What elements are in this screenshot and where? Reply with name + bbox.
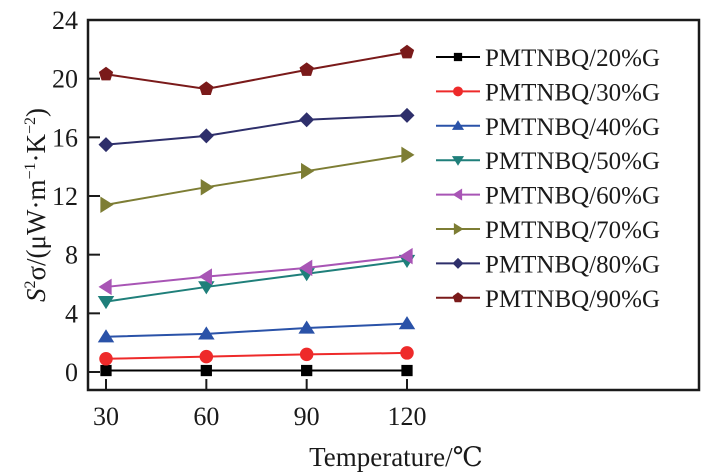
x-tick-label: 60 (193, 402, 219, 431)
data-point (398, 316, 416, 330)
y-axis-title-sup3: −2 (22, 117, 39, 134)
legend-marker (452, 188, 463, 201)
data-point (299, 112, 315, 128)
y-axis-title-end: ) (21, 108, 51, 117)
series-line (105, 153, 408, 206)
y-tick-label: 20 (52, 65, 78, 94)
data-point (199, 81, 214, 96)
data-point (200, 178, 214, 196)
y-axis-title-sigma: σ/(μW·m (21, 180, 51, 281)
legend-item: PMTNBQ/50%G (436, 148, 660, 175)
legend-marker (453, 222, 464, 236)
legend-marker (453, 52, 463, 62)
y-axis-title-sup2: −1 (22, 163, 39, 180)
data-point (100, 196, 114, 214)
legend-item: PMTNBQ/60%G (436, 183, 660, 210)
legend-label: PMTNBQ/40%G (485, 114, 660, 141)
data-point (301, 364, 313, 377)
series-line (105, 51, 408, 90)
y-axis-title: S2σ/(μW·m−1·K−2) (21, 108, 51, 302)
series-pmtnbq-30-g (99, 346, 414, 366)
series-line (105, 322, 408, 338)
y-tick-label: 24 (52, 6, 78, 35)
legend-item: PMTNBQ/90%G (436, 286, 660, 313)
series-pmtnbq-60-g (98, 247, 413, 296)
y-axis-title-sup1: 2 (22, 281, 39, 289)
series-pmtnbq-70-g (100, 146, 415, 214)
legend-marker (451, 156, 465, 166)
legend-label: PMTNBQ/60%G (485, 183, 660, 210)
legend-marker (451, 120, 465, 130)
legend-marker (452, 257, 464, 269)
data-point (301, 162, 315, 180)
data-point (401, 146, 415, 164)
data-point (98, 66, 114, 81)
data-point (199, 349, 214, 364)
data-point (97, 295, 115, 310)
data-point (100, 364, 112, 377)
data-point (97, 329, 115, 343)
legend-item: PMTNBQ/80%G (436, 251, 660, 278)
data-point (98, 137, 114, 153)
data-point (298, 320, 315, 334)
data-point (99, 352, 113, 366)
legend-item: PMTNBQ/20%G (436, 45, 660, 72)
series-pmtnbq-90-g (98, 44, 415, 96)
data-point (98, 278, 112, 296)
legend: PMTNBQ/20%G PMTNBQ/30%G PMTNBQ/40%G PMTNBQ/… (436, 45, 660, 313)
data-point (198, 281, 215, 295)
series-line (105, 255, 408, 288)
y-tick-label: 4 (65, 299, 78, 328)
legend-label: PMTNBQ/80%G (485, 251, 660, 278)
data-point (299, 259, 313, 277)
legend-label: PMTNBQ/20%G (485, 45, 660, 72)
series-pmtnbq-40-g (97, 316, 416, 343)
y-tick-label: 16 (52, 123, 78, 152)
series-pmtnbq-20-g (100, 364, 413, 377)
series-line (105, 259, 408, 303)
data-point (401, 364, 413, 377)
y-tick-label: 0 (65, 358, 78, 387)
data-point (399, 44, 415, 59)
data-point (299, 62, 314, 76)
plot-frame (86, 18, 701, 392)
series-line (105, 114, 408, 146)
series-pmtnbq-80-g (98, 107, 415, 153)
x-axis-title: Temperature/℃ (309, 442, 483, 472)
legend-item: PMTNBQ/40%G (436, 114, 660, 141)
y-tick-label: 12 (52, 182, 78, 211)
legend-marker (452, 292, 464, 303)
y-axis-title-mid: ·K (21, 134, 51, 163)
x-tick-label: 90 (294, 402, 320, 431)
y-axis-title-s: S (21, 288, 51, 302)
y-axis: 0 4 8 12 16 20 24 (52, 6, 100, 387)
series-layer (97, 44, 416, 377)
data-point (198, 268, 212, 285)
x-tick-label: 30 (93, 402, 119, 431)
legend-label: PMTNBQ/30%G (485, 79, 660, 106)
data-point (400, 346, 414, 360)
data-point (198, 128, 214, 144)
data-point (200, 364, 212, 377)
data-point (198, 326, 215, 340)
y-tick-label: 8 (65, 241, 78, 270)
legend-item: PMTNBQ/70%G (436, 217, 660, 244)
x-tick-label: 120 (388, 402, 427, 431)
data-point (399, 107, 415, 123)
x-axis: 30 60 90 120 (93, 379, 427, 431)
data-point (299, 347, 314, 362)
data-point (399, 247, 413, 265)
legend-marker (453, 86, 463, 97)
series-line (105, 351, 408, 360)
legend-label: PMTNBQ/50%G (485, 148, 660, 175)
legend-label: PMTNBQ/70%G (485, 217, 660, 244)
legend-label: PMTNBQ/90%G (485, 286, 660, 313)
legend-item: PMTNBQ/30%G (436, 79, 660, 106)
